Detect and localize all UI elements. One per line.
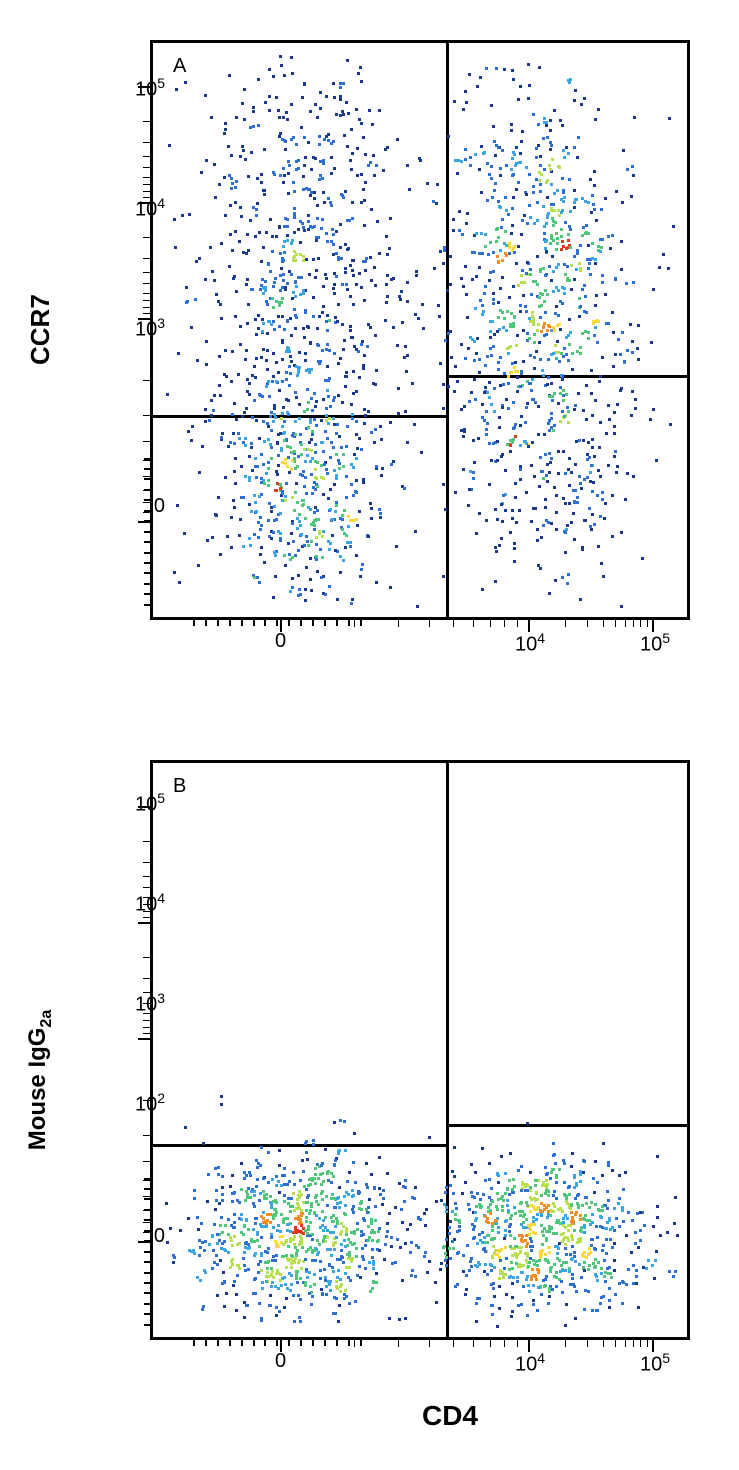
panel-a-label: A bbox=[173, 55, 186, 78]
ytick: 105 bbox=[135, 790, 165, 817]
ytick: 0 bbox=[154, 1225, 165, 1248]
panel-a-y-title: CCR7 bbox=[25, 230, 65, 430]
panel-b-y-title: Mouse IgG2a bbox=[25, 950, 65, 1210]
panel-a: A bbox=[150, 40, 690, 620]
xtick: 0 bbox=[275, 630, 286, 653]
ytick: 104 bbox=[135, 890, 165, 917]
ytick: 102 bbox=[135, 1090, 165, 1117]
xtick: 105 bbox=[640, 1350, 670, 1377]
xtick: 104 bbox=[515, 630, 545, 657]
xtick: 0 bbox=[275, 1350, 286, 1373]
ytick: 104 bbox=[135, 195, 165, 222]
svg-text:Mouse IgG2a: Mouse IgG2a bbox=[25, 1010, 55, 1151]
panel-b: B bbox=[150, 760, 690, 1340]
ytick: 0 bbox=[154, 495, 165, 518]
x-axis-title: CD4 bbox=[350, 1400, 550, 1432]
panel-b-label: B bbox=[173, 775, 186, 798]
xtick: 104 bbox=[515, 1350, 545, 1377]
panel-a-plot bbox=[153, 43, 687, 617]
figure-container: A CCR7 105 104 103 0 0 104 105 B Mouse I… bbox=[20, 20, 720, 1450]
panel-b-plot bbox=[153, 763, 687, 1337]
xtick: 105 bbox=[640, 630, 670, 657]
